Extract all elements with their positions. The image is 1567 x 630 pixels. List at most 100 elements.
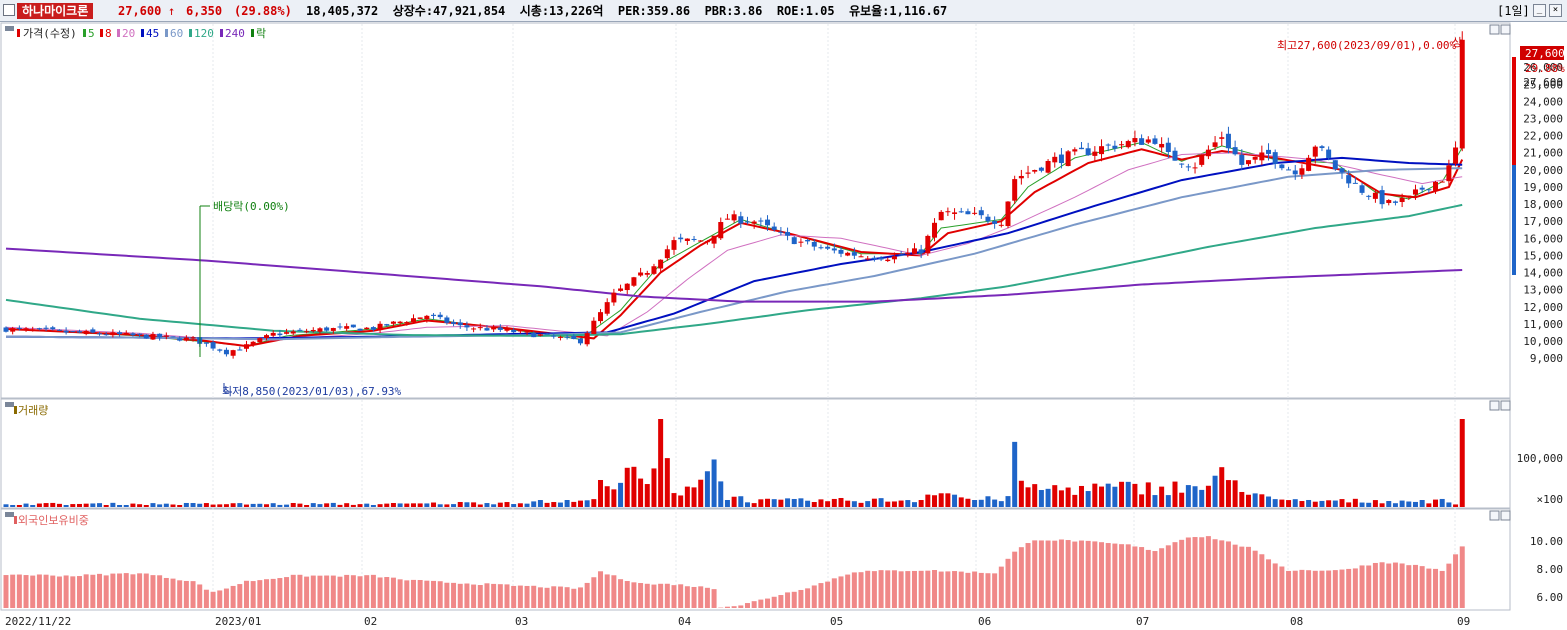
candle [1379, 185, 1385, 209]
candle [972, 207, 978, 216]
volume-bar [1038, 490, 1044, 507]
foreign-bar [150, 575, 156, 608]
stock-name[interactable]: 하나마이크론 [17, 3, 94, 19]
candle [858, 254, 864, 258]
price-panel-icon[interactable] [5, 26, 14, 31]
candle [1185, 163, 1191, 172]
volume-bar [1152, 495, 1158, 507]
volume-bar [511, 504, 517, 507]
candle [1366, 194, 1372, 200]
volume-bar [444, 504, 450, 507]
volume-bar [1399, 500, 1405, 507]
candle [778, 227, 784, 236]
foreign-bar [865, 570, 871, 608]
foreign-bar [223, 588, 229, 608]
candle [952, 208, 958, 220]
price-axis-tick: 12,000 [1523, 301, 1563, 314]
candle [1052, 152, 1058, 168]
foreign-bar [70, 576, 76, 608]
foreign-bar [170, 578, 176, 608]
foreign-bar [1172, 542, 1178, 608]
volume-bar [544, 502, 550, 507]
foreign-bar [1099, 542, 1105, 608]
price-axis-tick: 23,000 [1523, 113, 1563, 126]
minimize-button[interactable]: _ [1533, 4, 1546, 17]
foreign-bar [985, 573, 991, 608]
candle [744, 216, 750, 225]
candle [1252, 156, 1258, 164]
candle [1065, 150, 1071, 167]
candle [711, 235, 717, 249]
foreign-bar [444, 582, 450, 608]
foreign-bar [918, 570, 924, 608]
volume-bar [1306, 499, 1312, 507]
volume-bar [644, 484, 650, 507]
candle [1119, 140, 1125, 150]
period-selector[interactable]: [1일] [1497, 4, 1530, 18]
candle [1205, 145, 1211, 160]
volume-bar [938, 493, 944, 507]
volume-bar [678, 495, 684, 507]
foreign-bar [197, 584, 203, 608]
foreign-bar [217, 590, 223, 608]
foreign-bar [1266, 559, 1272, 608]
candle [831, 243, 837, 254]
foreign-bar [664, 583, 670, 608]
foreign-panel-icon[interactable] [5, 512, 14, 517]
foreign-bar [765, 598, 771, 608]
candle [1038, 166, 1044, 173]
close-button[interactable]: × [1549, 4, 1562, 17]
date-axis-tick: 2023/01 [215, 615, 261, 628]
foreign-bar [978, 572, 984, 608]
foreign-bar [571, 588, 577, 608]
candle [1453, 141, 1459, 167]
volume-bar [50, 502, 56, 507]
select-checkbox[interactable] [3, 4, 15, 16]
foreign-bar [925, 570, 931, 608]
volume-bar [370, 504, 376, 507]
candle [965, 208, 971, 215]
volume-bar [1219, 467, 1225, 507]
foreign-bar [851, 572, 857, 608]
date-axis-tick: 09 [1457, 615, 1470, 628]
foreign-bar [1459, 546, 1465, 608]
foreign-bar [1439, 570, 1445, 608]
volume-bar [223, 504, 229, 507]
foreign-axis-tick: 8.00 [1537, 563, 1564, 576]
volume-bar [23, 503, 29, 507]
volume-bar [791, 498, 797, 507]
foreign-bar [1179, 539, 1185, 608]
foreign-bar [1112, 543, 1118, 608]
volume-bar [711, 459, 717, 507]
volume-bar [858, 502, 864, 507]
foreign-bar [758, 599, 764, 608]
foreign-bar [1092, 541, 1098, 608]
foreign-bar [1359, 565, 1365, 608]
candle [658, 259, 664, 272]
foreign-bar [604, 574, 610, 608]
volume-bar [1299, 501, 1305, 507]
volume-bar [390, 503, 396, 507]
candle [36, 327, 42, 331]
volume-bar [1332, 500, 1338, 507]
foreign-bar [76, 576, 82, 608]
candle [290, 329, 296, 336]
candle [811, 239, 817, 251]
candle [684, 238, 690, 245]
foreign-bar [471, 584, 477, 608]
volume-bar [1172, 481, 1178, 507]
volume-bar [56, 503, 62, 507]
volume-bar [1245, 494, 1251, 507]
volume-panel-icon[interactable] [5, 402, 14, 407]
date-axis-tick: 04 [678, 615, 692, 628]
foreign-bar [1052, 540, 1058, 608]
candle [150, 331, 156, 340]
foreign-bar [1005, 558, 1011, 608]
volume-bar [537, 500, 543, 507]
volume-bar [237, 503, 243, 507]
foreign-bar [524, 585, 530, 608]
foreign-bar [337, 576, 343, 608]
candle [1159, 137, 1165, 153]
volume-bar [90, 503, 96, 507]
panel-controls[interactable] [1489, 24, 1511, 521]
